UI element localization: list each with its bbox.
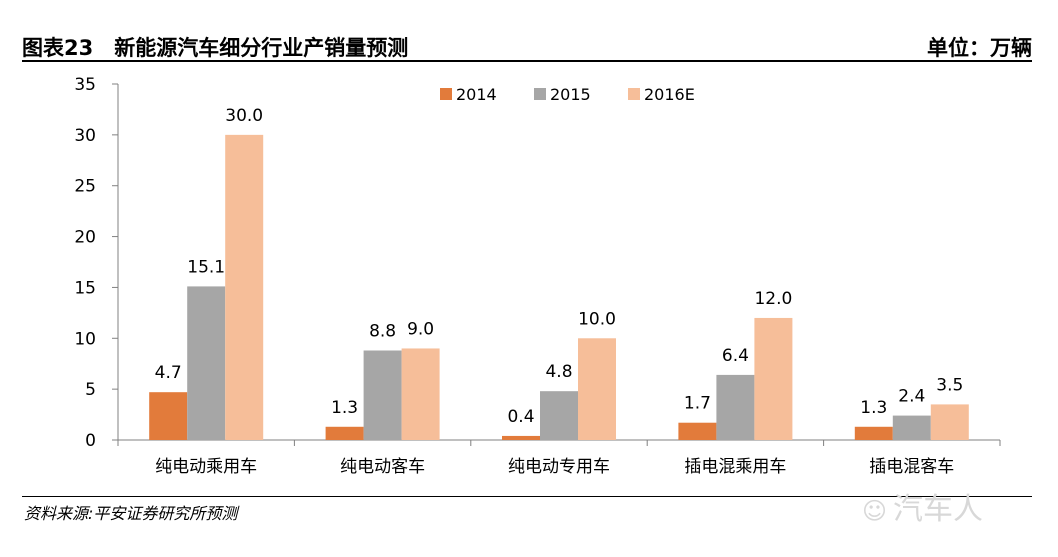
data-label: 4.7 xyxy=(155,363,182,383)
x-tick-label: 纯电动专用车 xyxy=(508,457,610,477)
data-label: 1.7 xyxy=(684,394,711,414)
data-label: 9.0 xyxy=(407,319,434,339)
bar-2015 xyxy=(540,391,578,440)
chart-title: 图表23 新能源汽车细分行业产销量预测 xyxy=(22,36,409,60)
data-label: 4.8 xyxy=(545,362,572,382)
data-label: 1.3 xyxy=(331,398,358,418)
bar-2014 xyxy=(854,426,893,440)
y-tick-label: 10 xyxy=(74,329,96,349)
bar-2016E xyxy=(401,348,440,440)
y-tick-label: 20 xyxy=(74,228,96,248)
bar-2015 xyxy=(892,415,931,440)
x-tick-label: 插电混乘用车 xyxy=(684,457,786,477)
data-label: 15.1 xyxy=(187,257,225,277)
x-tick-label: 插电混客车 xyxy=(869,457,954,477)
bar-2015 xyxy=(716,374,755,440)
bar-2016E xyxy=(930,404,969,440)
y-tick-label: 0 xyxy=(85,431,96,451)
y-tick-label: 25 xyxy=(74,177,96,197)
bar-2014 xyxy=(678,422,717,440)
y-tick-label: 35 xyxy=(74,75,96,95)
y-tick-label: 15 xyxy=(74,278,96,298)
bar-2015 xyxy=(187,286,226,440)
legend-label: 2015 xyxy=(550,85,591,104)
legend-swatch xyxy=(440,88,452,100)
data-label: 12.0 xyxy=(754,289,792,309)
y-tick-label: 5 xyxy=(85,380,96,400)
data-label: 1.3 xyxy=(860,398,887,418)
bar-2014 xyxy=(502,435,540,440)
legend-label: 2016E xyxy=(644,85,695,104)
watermark: ☺ 汽车人 xyxy=(862,484,983,528)
bar-2015 xyxy=(363,350,402,440)
header-rule xyxy=(22,60,1032,62)
watermark-text: 汽车人 xyxy=(893,492,984,527)
data-label: 8.8 xyxy=(369,321,396,341)
legend-swatch xyxy=(534,88,546,100)
bar-2014 xyxy=(149,392,188,440)
x-tick-label: 纯电动乘用车 xyxy=(155,457,257,477)
bar-2016E xyxy=(754,317,793,440)
y-tick-label: 30 xyxy=(74,126,96,146)
footer-rule xyxy=(22,496,1032,497)
data-label: 0.4 xyxy=(507,407,534,427)
unit-label: 单位：万辆 xyxy=(927,36,1032,60)
legend-swatch xyxy=(628,88,640,100)
bar-2016E xyxy=(578,338,616,440)
data-label: 3.5 xyxy=(936,375,963,395)
chart-header: 图表23 新能源汽车细分行业产销量预测 单位：万辆 xyxy=(22,30,1032,60)
wechat-icon: ☺ xyxy=(862,497,888,525)
data-label: 2.4 xyxy=(898,387,925,407)
data-label: 6.4 xyxy=(722,346,749,366)
x-tick-label: 纯电动客车 xyxy=(340,457,425,477)
data-label: 10.0 xyxy=(578,309,616,329)
data-label: 30.0 xyxy=(225,106,263,126)
bar-2014 xyxy=(325,426,364,440)
bar-2016E xyxy=(225,134,264,440)
source-note: 资料来源:平安证券研究所预测 xyxy=(24,504,238,523)
legend-label: 2014 xyxy=(456,85,497,104)
